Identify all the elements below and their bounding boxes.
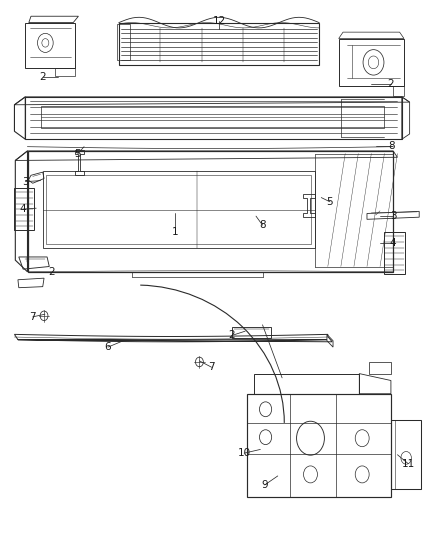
Text: 10: 10 (238, 448, 251, 458)
Text: 7: 7 (29, 312, 36, 322)
Text: 9: 9 (261, 480, 268, 490)
Text: 7: 7 (208, 362, 215, 372)
Text: 2: 2 (48, 267, 55, 277)
Text: 2: 2 (388, 78, 394, 88)
Text: 4: 4 (390, 238, 396, 248)
Text: 3: 3 (390, 211, 396, 221)
Text: 4: 4 (20, 204, 26, 214)
Text: 11: 11 (402, 459, 415, 469)
Text: 1: 1 (172, 227, 179, 237)
Text: 3: 3 (22, 176, 28, 187)
Text: 2: 2 (39, 71, 46, 82)
Text: 6: 6 (105, 342, 111, 352)
Text: 12: 12 (212, 16, 226, 26)
Text: 5: 5 (327, 197, 333, 207)
Text: 8: 8 (389, 141, 395, 151)
Text: 2: 2 (229, 330, 235, 341)
Text: 8: 8 (259, 220, 266, 230)
Text: 5: 5 (74, 149, 81, 159)
